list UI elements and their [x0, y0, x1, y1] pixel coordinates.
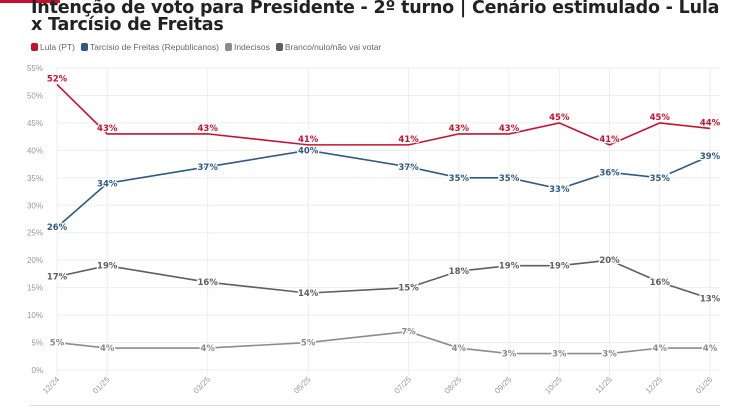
chart-title: Intenção de voto para Presidente - 2º tu… [31, 0, 720, 35]
x-tick-label: 07/25 [393, 375, 414, 396]
data-label: 45% [650, 113, 671, 123]
data-label: 3% [502, 350, 517, 360]
data-label: 43% [97, 124, 118, 134]
y-tick-label: 50% [27, 91, 43, 100]
data-label: 52% [47, 74, 68, 84]
data-label: 4% [452, 344, 467, 354]
y-tick-label: 45% [27, 119, 43, 128]
data-label: 3% [602, 350, 617, 360]
y-tick-label: 30% [27, 201, 43, 210]
x-tick-label: 08/25 [443, 375, 464, 396]
series-line [56, 83, 711, 146]
data-label: 36% [599, 168, 620, 178]
data-label: 44% [700, 118, 721, 128]
data-label: 4% [100, 344, 115, 354]
legend-swatch [80, 43, 88, 51]
data-label: 35% [449, 174, 470, 184]
data-label: 16% [198, 278, 219, 288]
legend-label: Branco/nulo/não vai votar [284, 42, 382, 52]
data-label: 34% [97, 179, 118, 189]
series-line [56, 259, 711, 300]
data-label: 37% [198, 163, 219, 173]
data-label: 45% [549, 113, 570, 123]
legend-swatch [31, 43, 38, 51]
data-label: 5% [301, 339, 316, 349]
data-label: 43% [499, 124, 520, 134]
y-tick-label: 15% [27, 284, 43, 293]
x-tick-label: 12/24 [41, 375, 62, 396]
y-tick-label: 55% [27, 64, 43, 73]
series-line [56, 149, 711, 228]
y-tick-label: 25% [27, 229, 43, 238]
data-label: 40% [298, 146, 319, 156]
data-label: 13% [700, 295, 721, 305]
data-label: 41% [398, 135, 419, 145]
legend-label: Indecisos [233, 42, 270, 52]
top-accent-bar [0, 0, 60, 3]
x-tick-label: 11/25 [594, 375, 614, 395]
legend-label: Lula (PT) [40, 42, 75, 52]
data-label: 41% [599, 135, 620, 145]
data-label: 3% [552, 350, 567, 360]
data-label: 33% [549, 185, 570, 195]
data-label: 20% [599, 256, 620, 266]
data-label: 43% [198, 124, 219, 134]
x-tick-label: 01/25 [91, 375, 112, 396]
data-label: 15% [398, 284, 419, 294]
y-tick-label: 10% [27, 311, 43, 320]
data-label: 4% [200, 344, 215, 354]
x-tick-label: 12/25 [644, 375, 665, 396]
data-label: 19% [549, 262, 570, 272]
data-label: 19% [97, 262, 118, 272]
data-label: 5% [50, 339, 65, 349]
data-label: 37% [398, 163, 419, 173]
data-label: 39% [700, 152, 721, 162]
x-tick-label: 05/25 [292, 375, 313, 396]
legend-item[interactable]: Lula (PT) [31, 42, 75, 52]
legend-item[interactable]: Indecisos [224, 42, 270, 52]
legend-label: Tarcísio de Freitas (Republicanos) [89, 42, 219, 52]
data-label: 35% [499, 174, 520, 184]
x-tick-label: 01/26 [694, 375, 715, 396]
x-tick-label: 03/25 [192, 375, 213, 396]
data-label: 7% [401, 328, 416, 338]
legend-item[interactable]: Branco/nulo/não vai votar [275, 42, 382, 52]
y-tick-label: 20% [27, 256, 43, 265]
data-label: 16% [650, 278, 671, 288]
legend-swatch [275, 43, 283, 51]
legend: Lula (PT) Tarcísio de Freitas (Republican… [31, 42, 381, 52]
data-label: 43% [449, 124, 470, 134]
data-label: 17% [47, 273, 68, 283]
x-tick-label: 10/25 [543, 375, 564, 396]
y-tick-label: 0% [31, 366, 43, 375]
data-label: 4% [653, 344, 668, 354]
y-tick-label: 40% [27, 146, 43, 155]
legend-item[interactable]: Tarcísio de Freitas (Republicanos) [80, 42, 219, 52]
data-label: 4% [703, 344, 718, 354]
data-label: 18% [449, 267, 470, 277]
y-tick-label: 35% [27, 174, 43, 183]
data-label: 35% [650, 174, 671, 184]
x-tick-label: 09/25 [493, 375, 514, 396]
y-tick-label: 5% [31, 339, 43, 348]
data-label: 19% [499, 262, 520, 272]
data-label: 41% [298, 135, 319, 145]
series-line [56, 330, 710, 355]
data-label: 14% [298, 289, 319, 299]
divider [30, 405, 720, 406]
data-label: 26% [47, 223, 68, 233]
legend-swatch [224, 43, 232, 51]
